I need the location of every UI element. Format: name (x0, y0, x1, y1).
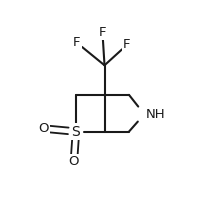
Text: NH: NH (145, 108, 164, 121)
Text: O: O (38, 122, 48, 135)
Text: S: S (71, 125, 80, 139)
Text: O: O (68, 155, 79, 168)
Text: F: F (98, 26, 106, 39)
Text: F: F (123, 38, 130, 51)
Text: F: F (73, 36, 80, 49)
